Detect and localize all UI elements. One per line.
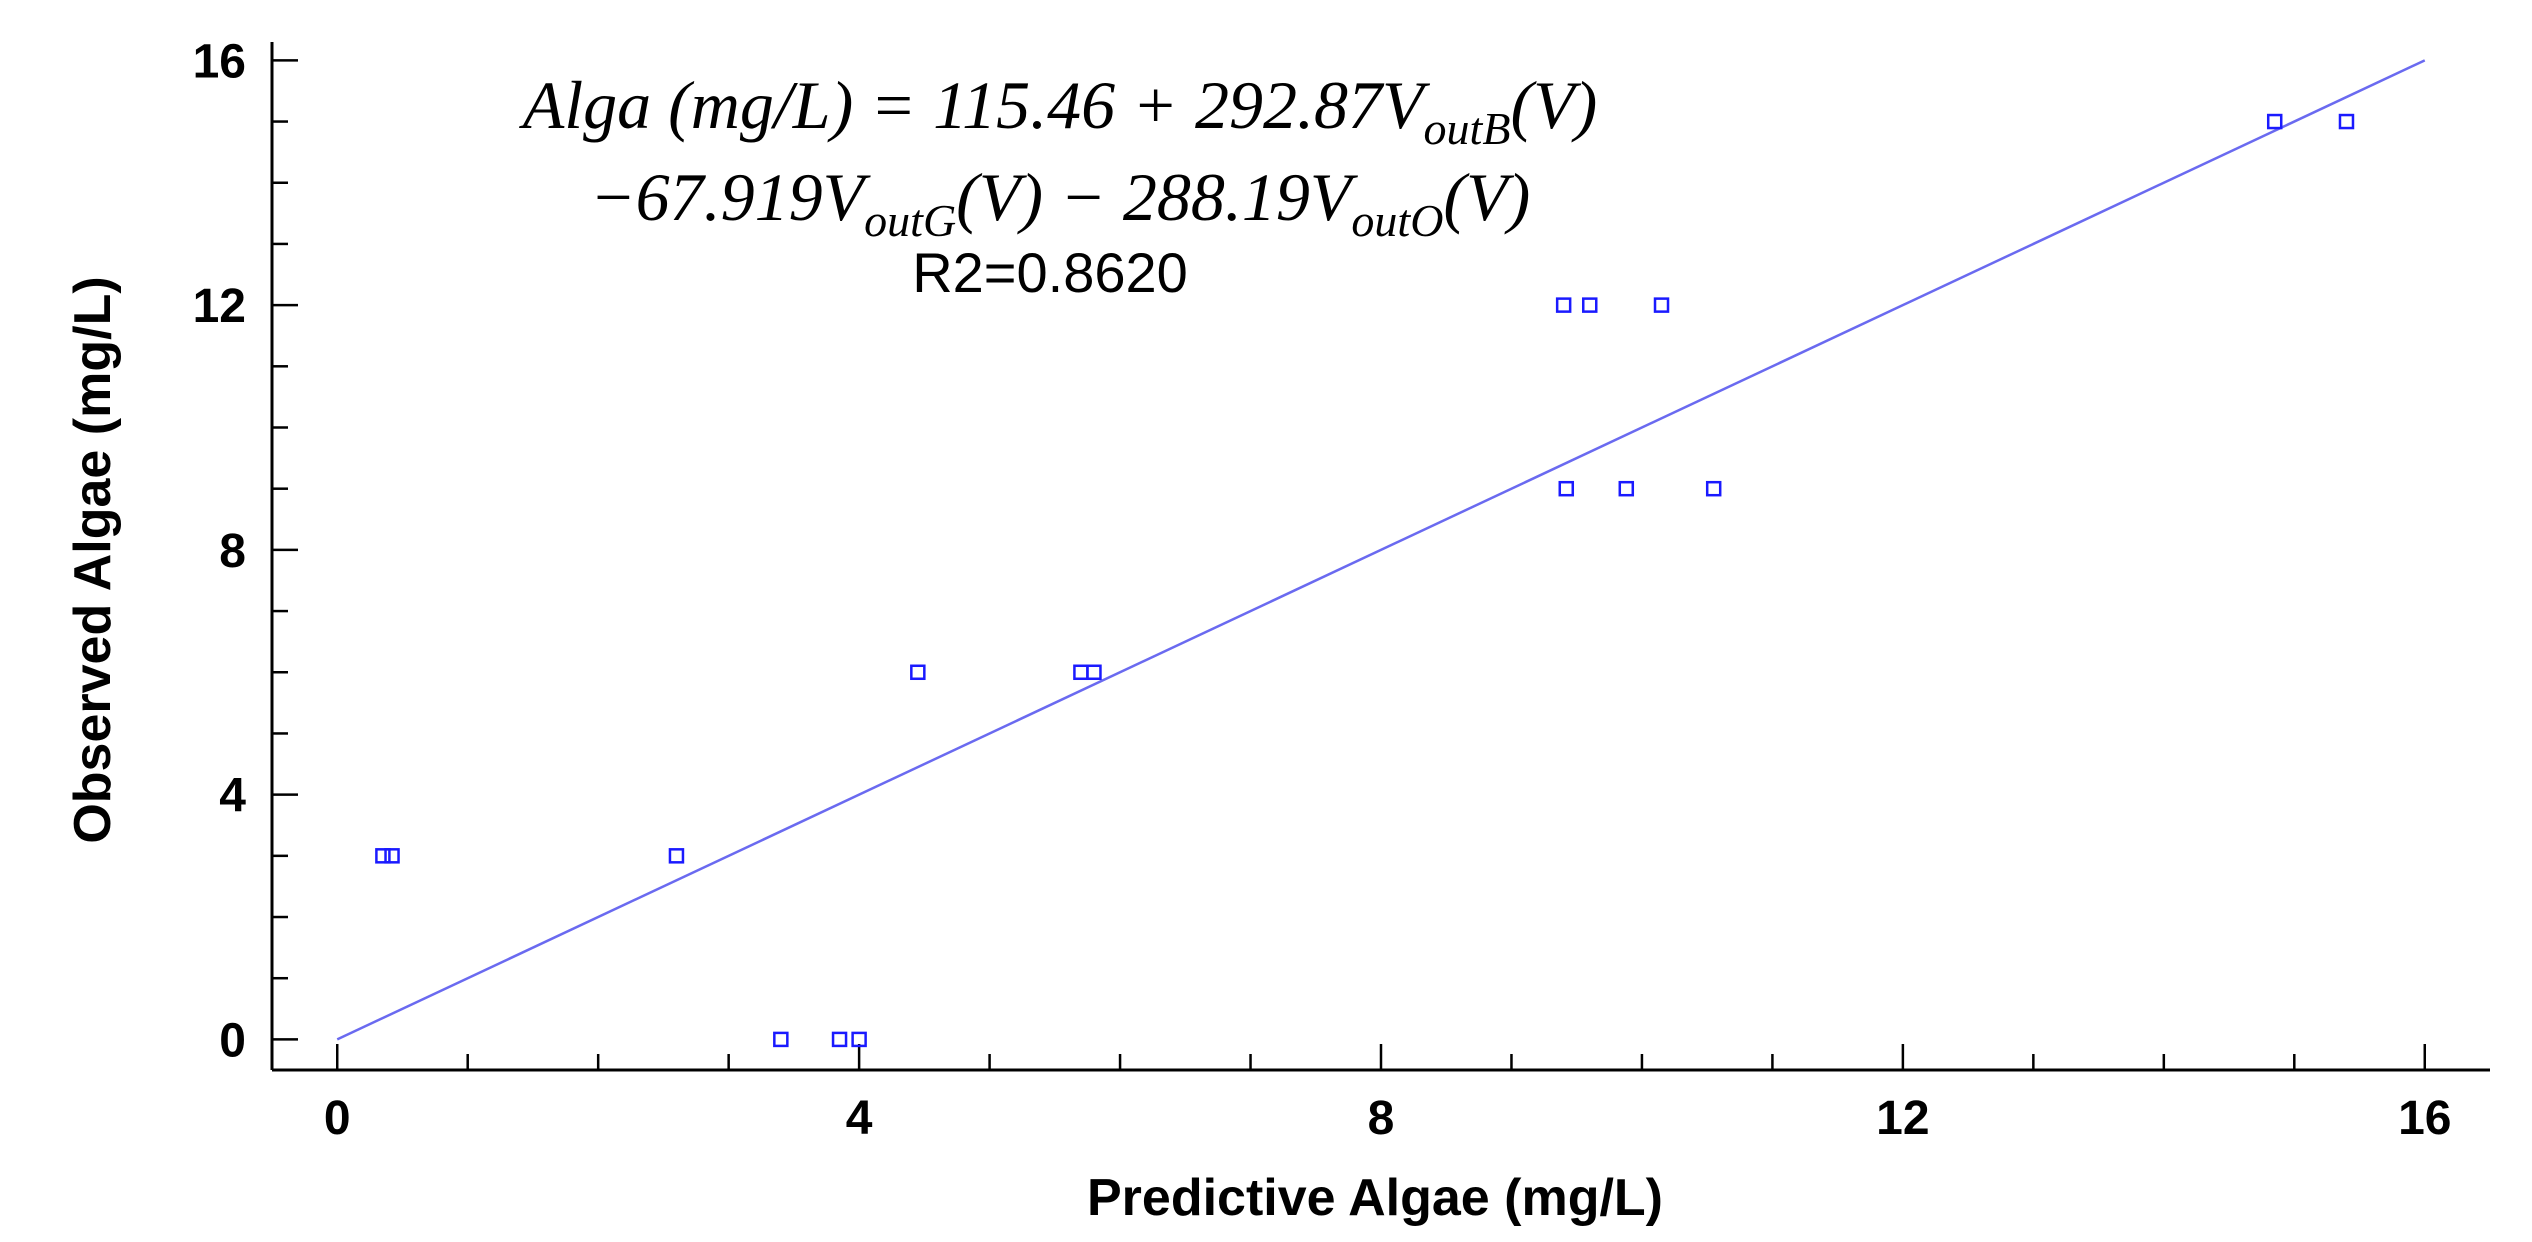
data-point bbox=[1582, 297, 1598, 313]
y-axis-title: Observed Algae (mg/L) bbox=[64, 276, 122, 843]
x-axis-title: Predictive Algae (mg/L) bbox=[1087, 1169, 1663, 1227]
y-tick-label: 8 bbox=[219, 525, 246, 578]
data-point bbox=[1555, 297, 1572, 313]
y-tick-label: 4 bbox=[219, 770, 246, 823]
x-tick-label: 12 bbox=[1876, 1092, 1929, 1145]
eq1-tail: (V) bbox=[1510, 67, 1597, 143]
eq2-a: −67.919V bbox=[590, 159, 872, 235]
x-tick-label: 8 bbox=[1368, 1092, 1395, 1145]
data-point bbox=[1086, 664, 1102, 681]
data-point bbox=[384, 848, 400, 864]
r2-annotation: R2=0.8620 bbox=[912, 241, 1188, 304]
x-tick-label: 16 bbox=[2398, 1092, 2451, 1145]
data-point bbox=[851, 1031, 867, 1048]
ticks: 0 4 8 12 16 0 4 8 12 16 bbox=[193, 35, 2452, 1145]
data-point bbox=[1705, 480, 1722, 497]
data-point bbox=[1618, 480, 1635, 497]
data-point bbox=[1558, 480, 1575, 497]
x-tick-label: 0 bbox=[324, 1092, 351, 1145]
data-point bbox=[1653, 297, 1670, 313]
data-point bbox=[831, 1031, 848, 1048]
eq2-sub-a: outG bbox=[864, 195, 956, 246]
eq2-b: (V) − 288.19V bbox=[956, 159, 1359, 235]
eq1-lhs: Alga (mg/L) = 115.46 + 292.87V bbox=[519, 67, 1431, 143]
data-point bbox=[1073, 664, 1089, 681]
y-tick-label: 0 bbox=[219, 1014, 246, 1067]
x-tick-label: 4 bbox=[846, 1092, 873, 1145]
fit-line bbox=[336, 59, 2426, 1041]
data-point bbox=[668, 848, 685, 864]
data-points bbox=[375, 113, 2355, 1048]
data-point bbox=[2266, 113, 2283, 130]
eq2-c: (V) bbox=[1443, 159, 1530, 235]
y-tick-label: 16 bbox=[193, 35, 246, 88]
equation-line-1: Alga (mg/L) = 115.46 + 292.87VoutB(V) bbox=[519, 67, 1598, 154]
data-point bbox=[2338, 113, 2355, 130]
equation-line-2: −67.919VoutG(V) − 288.19VoutO(V) bbox=[590, 159, 1531, 246]
data-point bbox=[910, 664, 926, 681]
y-tick-label: 12 bbox=[193, 280, 246, 333]
data-point bbox=[773, 1031, 789, 1048]
data-point bbox=[375, 848, 391, 864]
eq2-sub-b: outO bbox=[1351, 195, 1443, 246]
plot-area bbox=[336, 59, 2426, 1041]
eq1-sub: outB bbox=[1424, 103, 1511, 154]
